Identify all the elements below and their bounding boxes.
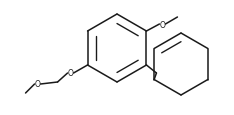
Text: O: O [35, 80, 40, 89]
Text: O: O [160, 20, 165, 29]
Text: O: O [68, 69, 73, 78]
